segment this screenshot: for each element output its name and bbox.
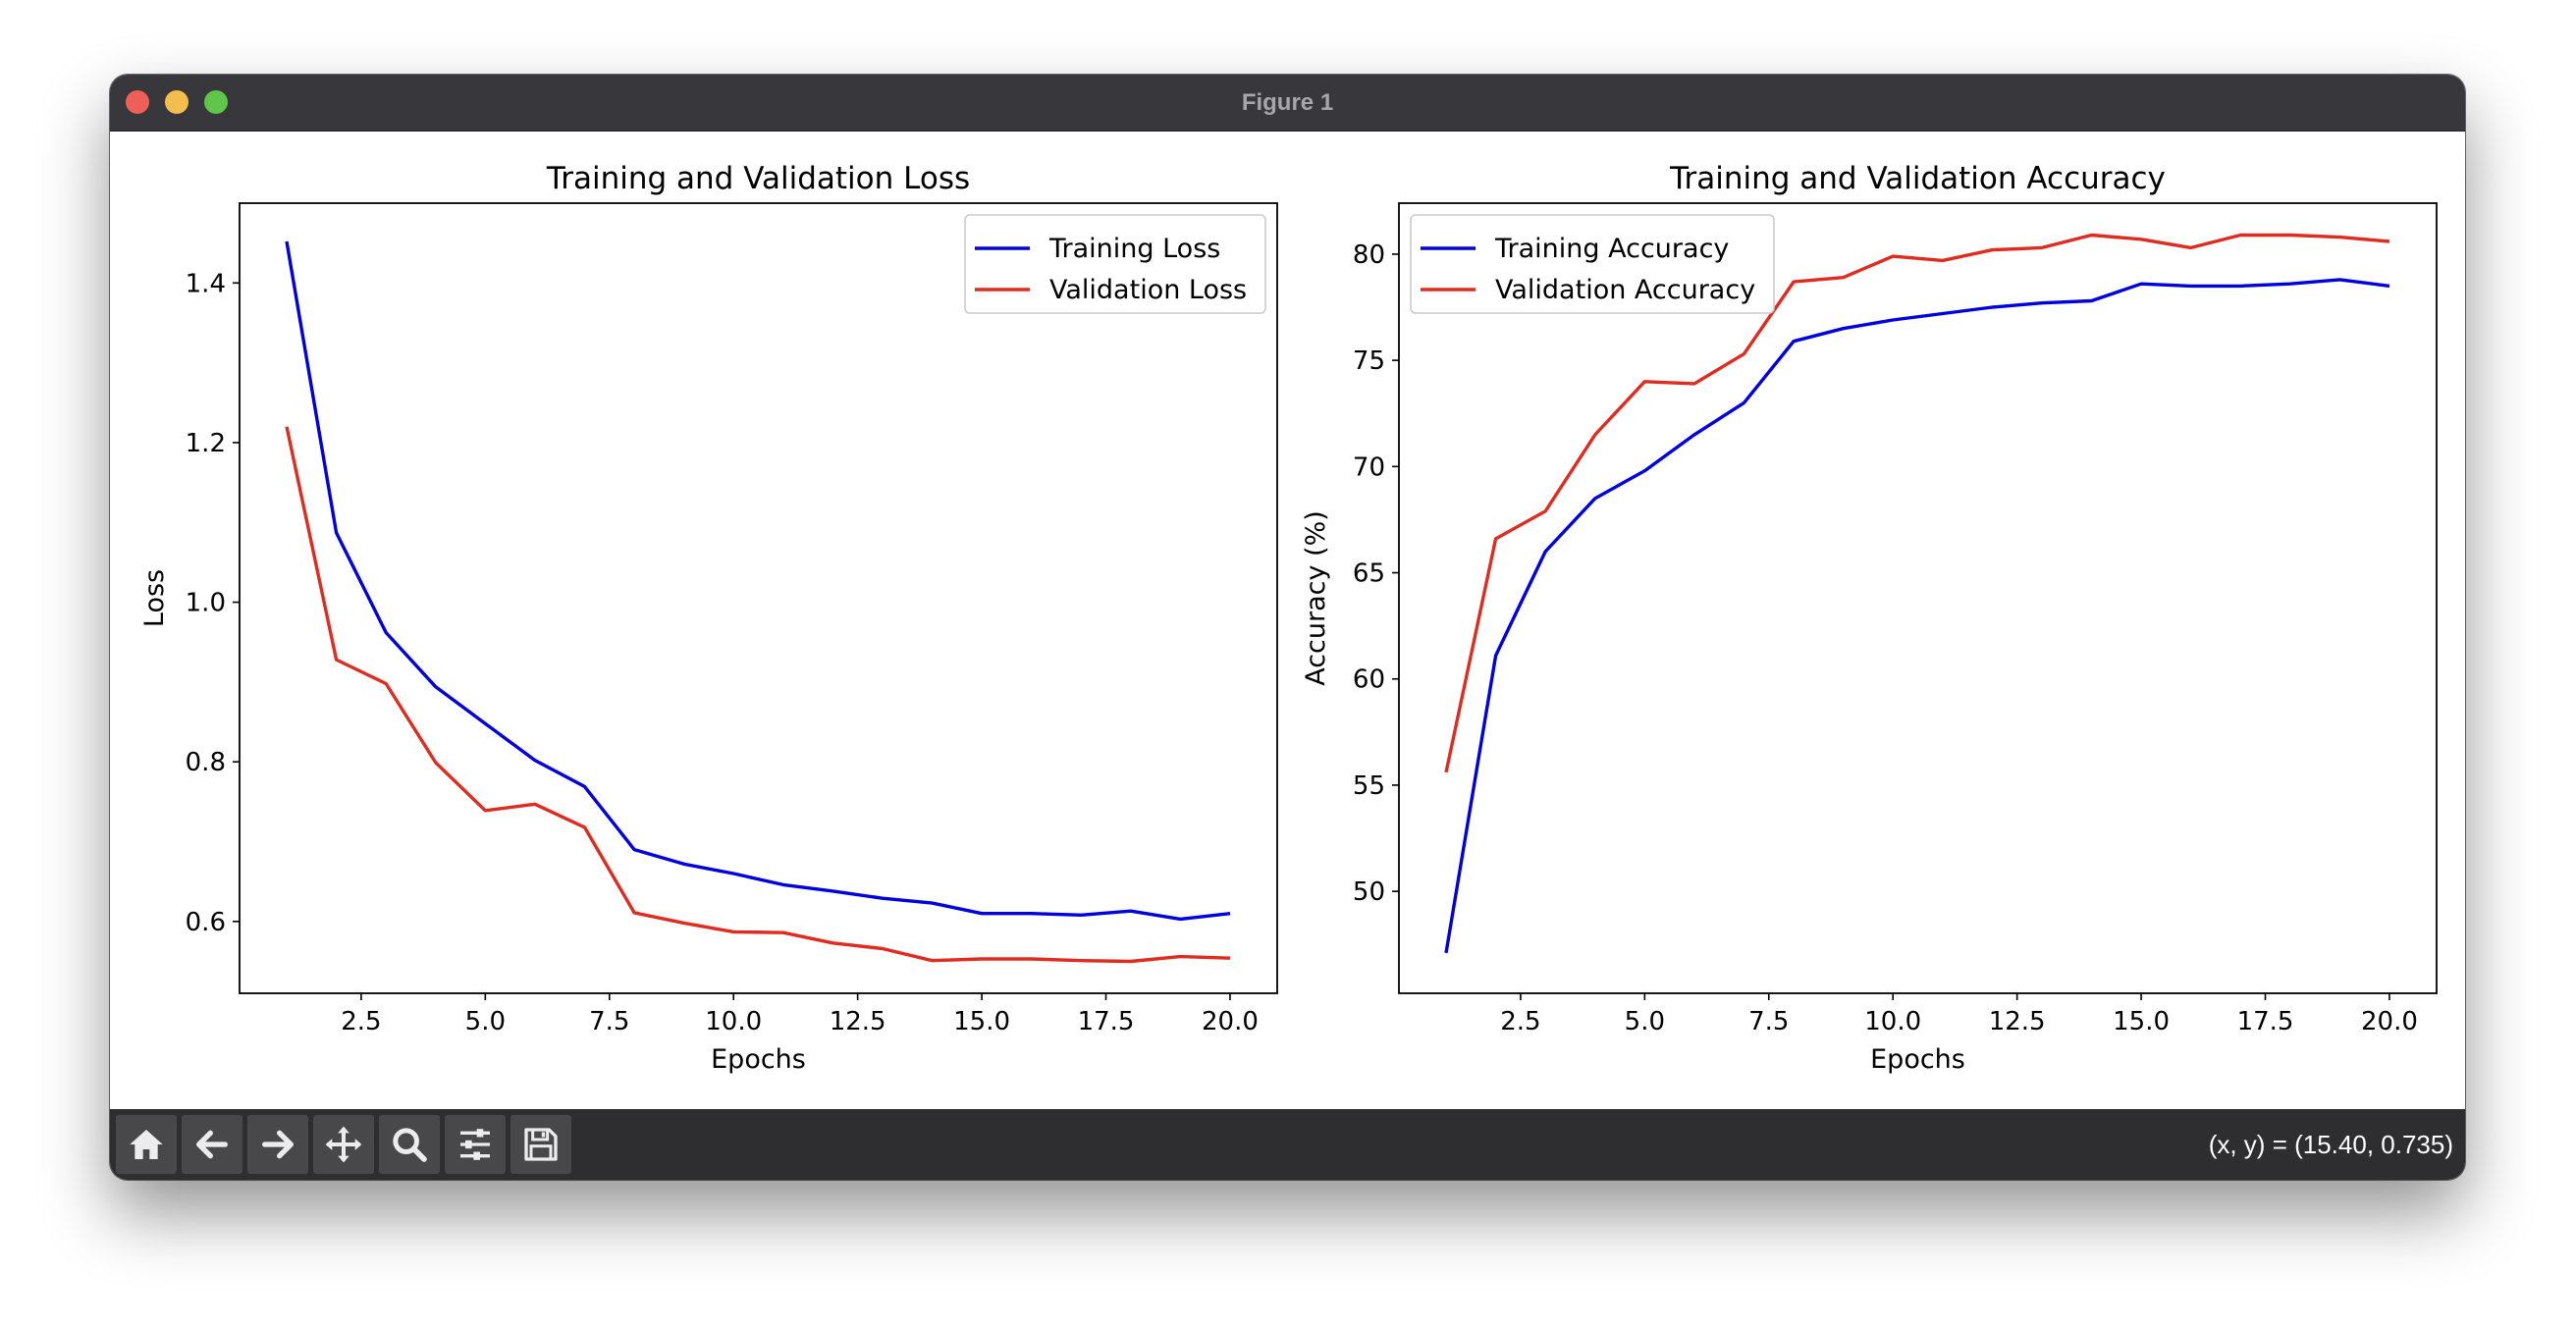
chart-1-x-tick-label: 12.5 bbox=[830, 1007, 886, 1036]
chart-1-legend-label-2: Validation Loss bbox=[1049, 275, 1247, 305]
zoom-button[interactable] bbox=[379, 1115, 440, 1174]
chart-2-axes-frame bbox=[1398, 202, 2438, 994]
chart-2-x-tick-label: 12.5 bbox=[1989, 1007, 2046, 1036]
chart-2-y-tick-label: 55 bbox=[1353, 771, 1385, 801]
chart-1-title: Training and Validation Loss bbox=[546, 161, 970, 196]
chart-1-x-tick-label: 20.0 bbox=[1202, 1007, 1259, 1036]
chart-1-legend-box bbox=[964, 214, 1266, 314]
chart-2-y-axis-label: Accuracy (%) bbox=[1301, 510, 1331, 686]
forward-button[interactable] bbox=[247, 1115, 308, 1174]
chart-1-y-tick-label: 1.4 bbox=[186, 269, 226, 298]
chart-1-y-tick-label: 0.8 bbox=[186, 748, 226, 777]
chart-2-x-tick-label: 2.5 bbox=[1500, 1007, 1540, 1036]
chart-1-x-tick-label: 5.0 bbox=[465, 1007, 506, 1036]
chart-2-x-tick-label: 10.0 bbox=[1864, 1007, 1921, 1036]
chart-1-x-tick-label: 2.5 bbox=[341, 1007, 381, 1036]
chart-2-series-line-2 bbox=[1444, 233, 2390, 773]
chart-1-x-tick-label: 7.5 bbox=[589, 1007, 629, 1036]
chart-1-series-line-2 bbox=[285, 426, 1231, 964]
chart-1-y-tick-label: 1.0 bbox=[186, 589, 226, 618]
chart-2-y-tick-label: 50 bbox=[1353, 877, 1385, 907]
chart-2-x-tick-label: 17.5 bbox=[2237, 1007, 2294, 1036]
chart-2-y-tick-label: 65 bbox=[1353, 559, 1385, 589]
chart-2-y-tick-label: 80 bbox=[1353, 240, 1385, 270]
chart-2-x-tick-label: 20.0 bbox=[2361, 1007, 2418, 1036]
pan-button[interactable] bbox=[313, 1115, 374, 1174]
chart-2-legend-label-2: Validation Accuracy bbox=[1495, 275, 1755, 305]
close-window-button[interactable] bbox=[126, 90, 149, 114]
chart-1-x-tick-label: 10.0 bbox=[705, 1007, 762, 1036]
arrow-left-icon bbox=[196, 1130, 228, 1159]
chart-1-axes-frame bbox=[239, 202, 1278, 994]
chart-2-y-tick-label: 60 bbox=[1353, 665, 1385, 695]
floppy-disk-icon bbox=[524, 1128, 558, 1161]
navigation-toolbar: (x, y) = (15.40, 0.735) bbox=[110, 1109, 2465, 1180]
chart-2-legend-box bbox=[1410, 214, 1775, 314]
chart-1-legend-label-1: Training Loss bbox=[1048, 234, 1220, 264]
home-button[interactable] bbox=[116, 1115, 177, 1174]
chart-2-series-line-1 bbox=[1444, 278, 2390, 954]
back-button[interactable] bbox=[182, 1115, 242, 1174]
chart-2-x-tick-label: 15.0 bbox=[2113, 1007, 2170, 1036]
chart-1-y-tick-label: 0.6 bbox=[186, 908, 226, 937]
figure-window: Figure 1 Training and Validation Loss 2.5… bbox=[110, 75, 2465, 1180]
minimize-window-button[interactable] bbox=[165, 90, 188, 114]
maximize-window-button[interactable] bbox=[204, 90, 228, 114]
chart-2-x-tick-label: 5.0 bbox=[1625, 1007, 1665, 1036]
chart-1-x-tick-label: 15.0 bbox=[953, 1007, 1010, 1036]
home-icon bbox=[130, 1130, 163, 1159]
chart-2-x-tick-label: 7.5 bbox=[1748, 1007, 1789, 1036]
chart-2-y-tick-label: 75 bbox=[1353, 346, 1385, 376]
cursor-coordinates: (x, y) = (15.40, 0.735) bbox=[2208, 1130, 2453, 1159]
chart-2-legend-label-1: Training Accuracy bbox=[1494, 234, 1729, 264]
chart-1-x-tick-label: 17.5 bbox=[1078, 1007, 1135, 1036]
figure-canvas[interactable]: Training and Validation Loss 2.5 5.0 7.5 10.… bbox=[110, 132, 2465, 1109]
figure-svg[interactable]: Training and Validation Loss 2.5 5.0 7.5 10.… bbox=[110, 132, 2465, 1109]
chart-2-title: Training and Validation Accuracy bbox=[1669, 161, 2166, 196]
window-title: Figure 1 bbox=[1241, 89, 1334, 116]
sliders-icon bbox=[460, 1129, 490, 1160]
chart-1-x-axis-label: Epochs bbox=[711, 1044, 806, 1075]
save-button[interactable] bbox=[510, 1115, 571, 1174]
chart-2-x-axis-label: Epochs bbox=[1870, 1044, 1965, 1075]
chart-2-y-tick-label: 70 bbox=[1353, 452, 1385, 482]
arrow-right-icon bbox=[262, 1130, 294, 1159]
chart-1-y-axis-label: Loss bbox=[139, 569, 170, 627]
chart-1-series-line-1 bbox=[285, 240, 1231, 922]
configure-subplots-button[interactable] bbox=[445, 1115, 506, 1174]
chart-1-y-tick-label: 1.2 bbox=[186, 429, 226, 458]
move-icon bbox=[325, 1126, 362, 1163]
title-bar[interactable]: Figure 1 bbox=[110, 75, 2465, 132]
magnifier-icon bbox=[393, 1128, 427, 1162]
